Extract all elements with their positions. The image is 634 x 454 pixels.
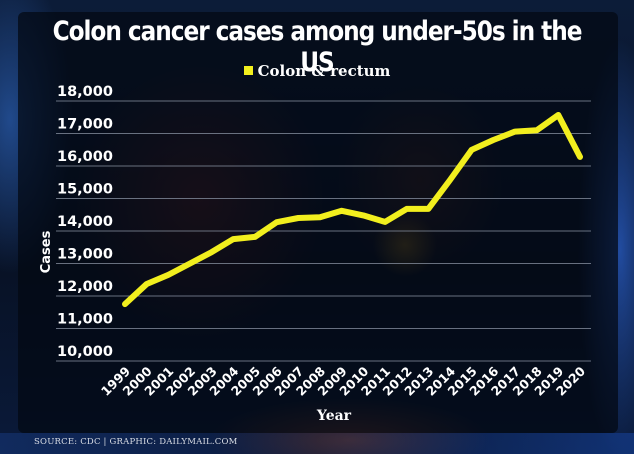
y-axis-ticks: 10,000 11,000 12,000 13,000 14,000 15,000 16,0… [57, 84, 113, 360]
legend-label: Colon & rectum [257, 62, 391, 80]
x-axis-label: Year [316, 408, 352, 424]
y-tick-label: 17,000 [57, 117, 113, 133]
y-axis-label: Cases [39, 230, 54, 273]
series-line-colon-rectum [122, 112, 583, 308]
source-credit: SOURCE: CDC | GRAPHIC: DAILYMAIL.COM [34, 437, 238, 447]
y-tick-label: 12,000 [57, 279, 113, 295]
legend-swatch-icon [243, 66, 253, 75]
y-tick-label: 13,000 [57, 247, 113, 263]
legend: Colon & rectum [0, 62, 634, 80]
gridlines [56, 100, 591, 362]
y-tick-label: 14,000 [57, 214, 113, 230]
footer-bar [0, 433, 634, 454]
y-tick-label: 16,000 [57, 149, 113, 165]
y-tick-label: 10,000 [57, 344, 113, 360]
y-tick-label: 18,000 [57, 84, 113, 100]
chart-panel [18, 12, 618, 433]
chart-title: Colon cancer cases among under-50s in th… [52, 16, 583, 78]
y-tick-label: 11,000 [57, 312, 113, 328]
x-axis-ticks: 1999200020012002200320042005200620072008… [98, 363, 588, 398]
y-tick-label: 15,000 [57, 182, 113, 198]
